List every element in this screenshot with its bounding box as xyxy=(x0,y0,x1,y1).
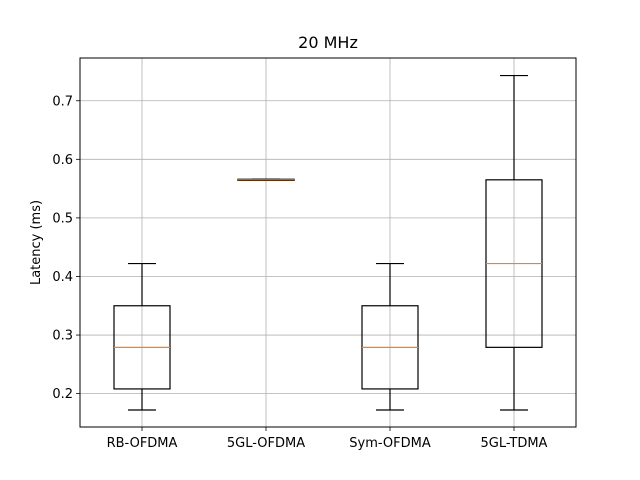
x-tick-label: 5GL-OFDMA xyxy=(227,436,305,451)
y-tick-label: 0.6 xyxy=(52,153,73,168)
box-5gl-tdma xyxy=(485,74,543,411)
y-tick-label: 0.5 xyxy=(52,211,73,226)
x-tick-label: 5GL-TDMA xyxy=(481,436,548,451)
box-sym-ofdma xyxy=(361,262,419,411)
y-tick-label: 0.4 xyxy=(52,270,73,285)
y-axis-label: Latency (ms) xyxy=(29,200,44,285)
axis-ticks: 0.2 0.3 0.4 0.5 0.6 0.7 RB-OFDMA 5GL-OFDMA Sym-O… xyxy=(52,94,547,451)
box-series xyxy=(113,74,543,411)
box-5gl-ofdma xyxy=(237,178,295,182)
box-rb-ofdma xyxy=(113,262,171,411)
x-tick-label: RB-OFDMA xyxy=(107,436,178,451)
y-tick-label: 0.7 xyxy=(52,94,73,109)
x-tick-label: Sym-OFDMA xyxy=(349,436,431,451)
y-tick-label: 0.3 xyxy=(52,329,73,344)
y-tick-label: 0.2 xyxy=(52,387,73,402)
plot-frame xyxy=(79,57,577,428)
chart-title: 20 MHz xyxy=(298,33,358,52)
